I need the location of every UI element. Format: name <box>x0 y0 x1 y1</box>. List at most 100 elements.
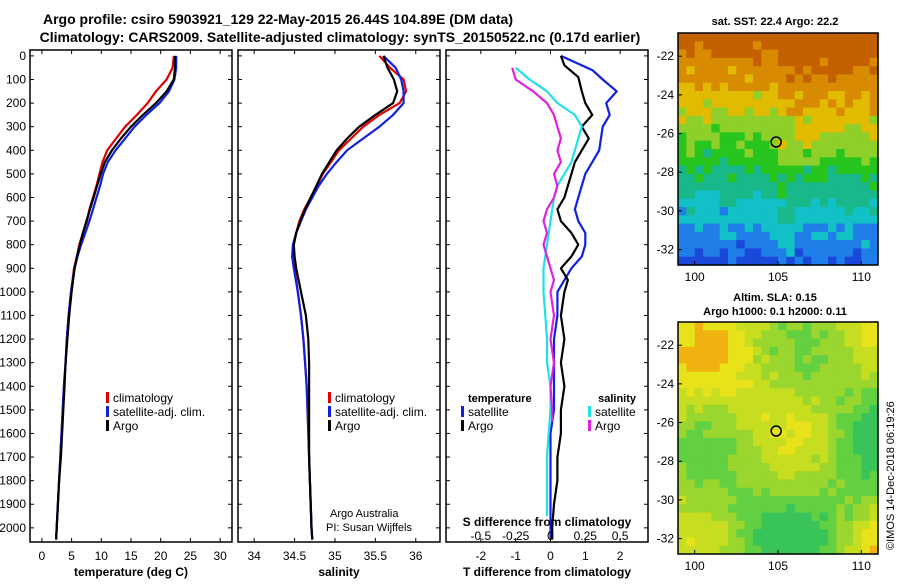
map-cell <box>836 165 846 175</box>
map-cell <box>753 446 762 456</box>
map-cell <box>861 479 871 489</box>
map-cell <box>828 82 837 92</box>
map-cell <box>761 471 771 481</box>
map-cell <box>794 446 804 456</box>
map-cell <box>761 223 771 233</box>
map-cell <box>794 33 804 42</box>
map-cell <box>736 537 746 547</box>
map-cell <box>694 462 704 472</box>
map-cell <box>786 231 796 241</box>
map-cell <box>853 404 862 414</box>
map-cell <box>836 190 846 200</box>
map-cell <box>869 231 879 241</box>
map-cell <box>736 446 746 456</box>
map-cell <box>794 165 804 175</box>
map-cell <box>769 413 779 423</box>
map-cell <box>753 198 762 208</box>
map-cell <box>786 66 796 76</box>
map-cell <box>869 404 879 414</box>
map-cell <box>836 471 846 481</box>
map-cell <box>828 173 837 183</box>
map-cell <box>794 124 804 134</box>
map-cell <box>836 82 846 92</box>
pi-note: PI: Susan Wijffels <box>326 522 412 534</box>
map-cell <box>778 520 787 530</box>
x-tick-label: 30 <box>213 549 227 563</box>
map-cell <box>853 529 862 539</box>
map-cell <box>736 124 746 134</box>
map-cell <box>853 66 862 76</box>
map-cell <box>869 380 879 389</box>
map-cell <box>703 173 712 183</box>
map-cell <box>786 529 796 539</box>
map-cell <box>736 66 746 76</box>
map-cell <box>803 33 812 42</box>
map-cell <box>861 82 871 92</box>
map-cell <box>728 545 737 555</box>
map-cell <box>811 66 821 76</box>
map-cell <box>811 529 821 539</box>
map-cell <box>711 421 721 431</box>
map-cell <box>778 363 787 373</box>
map-cell <box>803 346 812 356</box>
map-cell <box>678 346 687 356</box>
map-cell <box>686 371 696 381</box>
map-cell <box>861 33 871 42</box>
map-cell <box>861 66 871 76</box>
map-cell <box>744 479 754 489</box>
map-cell <box>719 371 729 381</box>
map-y-tick-label: -30 <box>657 204 675 218</box>
map-cell <box>678 107 687 117</box>
map-cell <box>678 57 687 67</box>
map-cell <box>761 413 771 423</box>
map-cell <box>778 248 787 258</box>
map-cell <box>769 338 779 348</box>
map-cell <box>869 99 879 109</box>
map-cell <box>811 413 821 423</box>
map-cell <box>736 346 746 356</box>
map-cell <box>719 66 729 76</box>
map-cell <box>786 404 796 414</box>
map-cell <box>836 74 846 84</box>
map-cell <box>719 231 729 241</box>
map-cell <box>769 115 779 125</box>
map-cell <box>778 140 787 150</box>
map-cell <box>761 421 771 431</box>
map-cell <box>744 66 754 76</box>
map-cell <box>786 215 796 225</box>
map-cell <box>711 198 721 208</box>
map-cell <box>761 330 771 340</box>
map-cell <box>853 487 862 497</box>
map-cell <box>778 223 787 233</box>
map-cell <box>794 99 804 109</box>
map-cell <box>786 248 796 258</box>
map-cell <box>686 421 696 431</box>
map-cell <box>703 57 712 67</box>
map-cell <box>744 223 754 233</box>
map-cell <box>686 429 696 439</box>
map-cell <box>761 545 771 555</box>
map-cell <box>828 215 837 225</box>
map-y-tick-label: -24 <box>657 377 675 391</box>
map-cell <box>761 115 771 125</box>
map-cell <box>736 240 746 250</box>
map-cell <box>694 91 704 100</box>
map-cell <box>728 207 737 216</box>
map-cell <box>828 496 837 505</box>
map-cell <box>819 157 829 167</box>
map-cell <box>819 248 829 258</box>
map-cell <box>786 380 796 389</box>
map-cell <box>736 529 746 539</box>
map-cell <box>828 132 837 142</box>
map-cell <box>753 404 762 414</box>
map-cell <box>844 207 854 216</box>
map-cell <box>778 380 787 389</box>
map-cell <box>803 149 812 158</box>
legend-argo: Argo <box>335 419 361 433</box>
map-cell <box>744 157 754 167</box>
map-cell <box>853 57 862 67</box>
map-cell <box>711 82 721 92</box>
map-cell <box>778 124 787 134</box>
map-cell <box>844 330 854 340</box>
map-cell <box>811 429 821 439</box>
